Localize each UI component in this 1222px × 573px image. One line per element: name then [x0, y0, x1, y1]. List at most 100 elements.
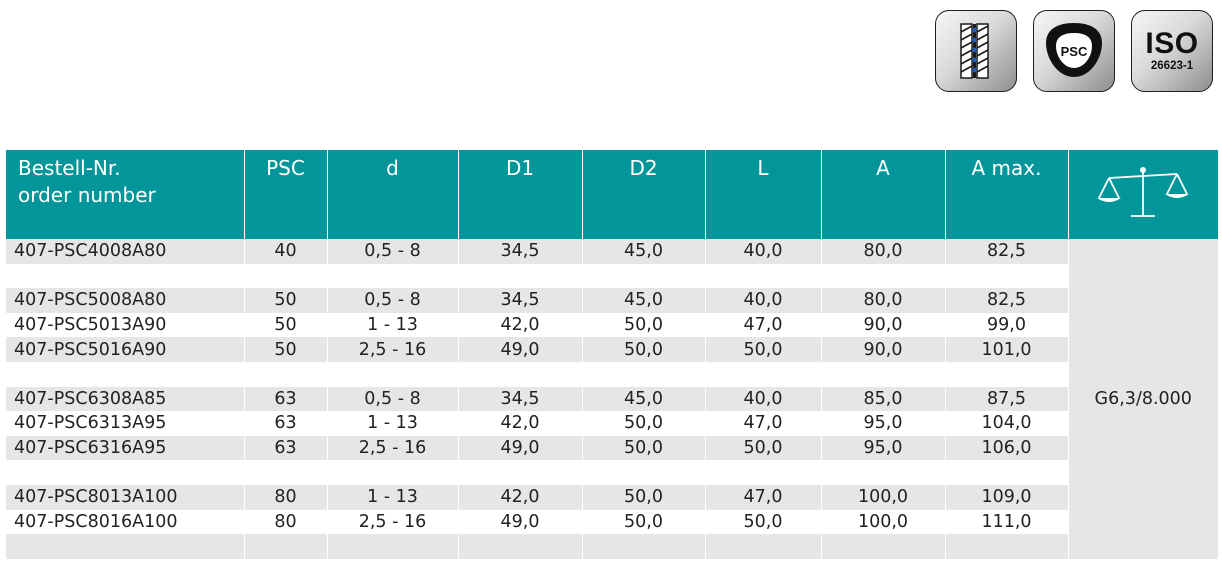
cell-order: 407-PSC6308A85: [6, 386, 245, 412]
header-psc: PSC: [244, 150, 328, 239]
cell-a: 100,0: [821, 484, 946, 510]
cell-a: 90,0: [821, 312, 946, 338]
cell-l: 47,0: [705, 312, 822, 338]
cell-amax: [945, 460, 1069, 485]
cell-d: [327, 460, 459, 485]
table-row: [6, 263, 1218, 289]
cell-amax: 87,5: [945, 386, 1069, 412]
cell-psc: 40: [244, 239, 328, 264]
psc-interface-icon: PSC: [1033, 10, 1115, 92]
cell-a: 90,0: [821, 337, 946, 362]
cell-d2: 45,0: [582, 239, 706, 264]
cell-order: 407-PSC6313A95: [6, 411, 245, 436]
cell-d1: 49,0: [458, 337, 583, 362]
iso-badge-label: ISO: [1145, 27, 1199, 61]
iso-badge-sublabel: 26623-1: [1150, 60, 1194, 73]
cell-l: [705, 534, 822, 559]
cell-d2: 50,0: [582, 411, 706, 436]
cell-d: [327, 361, 459, 387]
cell-d: 2,5 - 16: [327, 337, 459, 362]
header-amax: A max.: [945, 150, 1069, 239]
table-row: [6, 534, 1218, 559]
cell-amax: 104,0: [945, 411, 1069, 436]
cell-d1: [458, 263, 583, 289]
cell-d: 1 - 13: [327, 484, 459, 510]
cell-a: 85,0: [821, 386, 946, 412]
cell-a: [821, 361, 946, 387]
cell-l: 40,0: [705, 239, 822, 264]
table-row: 407-PSC6308A85 63 0,5 - 8 34,5 45,0 40,0 85,0 8…: [6, 386, 1218, 412]
cell-order: 407-PSC5013A90: [6, 312, 245, 338]
cell-psc: 63: [244, 411, 328, 436]
cell-psc: 63: [244, 435, 328, 461]
cell-d: 1 - 13: [327, 411, 459, 436]
cell-d2: 45,0: [582, 386, 706, 412]
cell-psc: [244, 263, 328, 289]
cell-order: [6, 263, 245, 289]
cell-order: [6, 361, 245, 387]
cell-amax: 111,0: [945, 509, 1069, 535]
cell-d1: [458, 534, 583, 559]
cell-order: 407-PSC5016A90: [6, 337, 245, 362]
cell-l: 50,0: [705, 337, 822, 362]
cell-d: 2,5 - 16: [327, 435, 459, 461]
cell-d: [327, 534, 459, 559]
cell-d1: [458, 460, 583, 485]
cell-a: 80,0: [821, 239, 946, 264]
cell-d1: 49,0: [458, 509, 583, 535]
cell-a: 95,0: [821, 435, 946, 461]
cell-d2: [582, 534, 706, 559]
cell-d2: [582, 460, 706, 485]
cell-order: 407-PSC6316A95: [6, 435, 245, 461]
cell-d: 0,5 - 8: [327, 239, 459, 264]
cell-d1: 34,5: [458, 386, 583, 412]
table-row: 407-PSC5008A80 50 0,5 - 8 34,5 45,0 40,0 80,0 8…: [6, 288, 1218, 313]
cell-d2: 50,0: [582, 435, 706, 461]
cell-l: 40,0: [705, 288, 822, 313]
header-l: L: [705, 150, 822, 239]
header-d1: D1: [458, 150, 583, 239]
table-row: 407-PSC4008A80 40 0,5 - 8 34,5 45,0 40,0 80,0 8…: [6, 239, 1218, 559]
table-row: [6, 460, 1218, 485]
cell-l: 47,0: [705, 411, 822, 436]
coolant-channel-icon: [935, 10, 1017, 92]
cell-amax: 99,0: [945, 312, 1069, 338]
header-d2: D2: [582, 150, 706, 239]
cell-amax: 106,0: [945, 435, 1069, 461]
cell-psc: 80: [244, 484, 328, 510]
table-row: 407-PSC6316A95 63 2,5 - 16 49,0 50,0 50,0 95,0…: [6, 435, 1218, 461]
table-row: 407-PSC5016A90 50 2,5 - 16 49,0 50,0 50,0 90,0…: [6, 337, 1218, 362]
cell-order: [6, 534, 245, 559]
cell-d1: [458, 361, 583, 387]
cell-order: 407-PSC4008A80: [6, 239, 245, 264]
cell-amax: 82,5: [945, 239, 1069, 264]
cell-d2: [582, 361, 706, 387]
cell-a: [821, 263, 946, 289]
cell-d2: [582, 263, 706, 289]
cell-psc: 50: [244, 312, 328, 338]
cell-d: [327, 263, 459, 289]
table-row: [6, 361, 1218, 387]
cell-amax: 82,5: [945, 288, 1069, 313]
cell-d2: 50,0: [582, 312, 706, 338]
cell-l: 50,0: [705, 435, 822, 461]
cell-amax: [945, 361, 1069, 387]
header-order-number: Bestell-Nr. order number: [6, 150, 245, 239]
cell-d1: 42,0: [458, 484, 583, 510]
table-header: Bestell-Nr. order number PSC d D1 D2 L A…: [6, 150, 1218, 239]
cell-l: [705, 263, 822, 289]
cell-order: [6, 460, 245, 485]
cell-d1: 49,0: [458, 435, 583, 461]
cell-order: 407-PSC8016A100: [6, 509, 245, 535]
cell-d1: 42,0: [458, 411, 583, 436]
cell-d1: 42,0: [458, 312, 583, 338]
header-a: A: [821, 150, 946, 239]
cell-d: 0,5 - 8: [327, 288, 459, 313]
cell-d: 2,5 - 16: [327, 509, 459, 535]
cell-amax: [945, 534, 1069, 559]
cell-d1: 34,5: [458, 288, 583, 313]
table-row: 407-PSC5013A90 50 1 - 13 42,0 50,0 47,0 90,0 99…: [6, 312, 1218, 338]
header-d: d: [327, 150, 459, 239]
cell-l: [705, 361, 822, 387]
cell-psc: 50: [244, 337, 328, 362]
